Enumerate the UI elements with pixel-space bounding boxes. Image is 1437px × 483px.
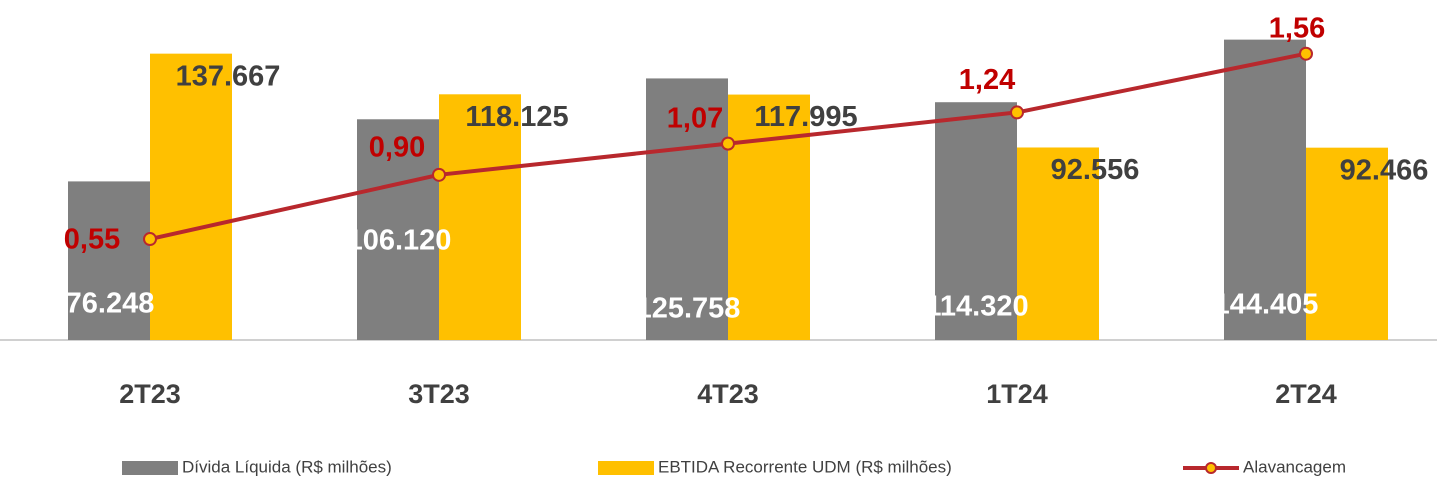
labels: 76.248 106.120 125.758 114.320 144.405 137.66… [64, 12, 1429, 324]
value-label: 144.405 [1214, 289, 1319, 321]
value-label: 92.556 [1051, 154, 1140, 186]
bar [1224, 39, 1306, 340]
line-point [1010, 105, 1024, 120]
bar [646, 78, 728, 340]
bar [1017, 147, 1099, 340]
value-label: 106.120 [347, 225, 452, 257]
value-label: 117.995 [754, 101, 857, 133]
x-tick-label: 3T23 [408, 379, 470, 409]
line-value-label: 1,24 [959, 64, 1015, 96]
line-point [432, 167, 446, 182]
bar [439, 94, 521, 340]
legend-label: Alavancagem [1243, 457, 1346, 476]
bar [935, 102, 1017, 340]
line-point [143, 232, 157, 247]
line-value-label: 1,56 [1269, 12, 1325, 44]
line-point [721, 136, 735, 151]
value-label: 118.125 [465, 101, 568, 133]
line-value-label: 1,07 [667, 102, 723, 134]
bars [68, 39, 1388, 340]
value-label: 92.466 [1340, 154, 1429, 186]
line-value-label: 0,90 [369, 131, 425, 163]
bar [1306, 147, 1388, 340]
legend-swatch [598, 461, 654, 475]
legend-label: EBTIDA Recorrente UDM (R$ milhões) [658, 457, 952, 476]
value-label: 125.758 [636, 293, 741, 325]
legend-marker [1205, 462, 1217, 474]
line-layer [143, 46, 1313, 247]
bar [68, 181, 150, 340]
legend-label: Dívida Líquida (R$ milhões) [182, 457, 392, 476]
value-label: 137.667 [176, 60, 281, 92]
legend-swatch [122, 461, 178, 475]
x-tick-label: 4T23 [697, 379, 759, 409]
x-tick-label: 2T24 [1275, 379, 1337, 409]
x-tick-label: 2T23 [119, 379, 181, 409]
line-value-label: 0,55 [64, 224, 120, 256]
x-tick-label: 1T24 [986, 379, 1048, 409]
value-label: 114.320 [925, 291, 1028, 323]
bar [150, 53, 232, 340]
value-label: 76.248 [66, 288, 155, 320]
bar [357, 119, 439, 340]
line-point [1299, 46, 1313, 61]
